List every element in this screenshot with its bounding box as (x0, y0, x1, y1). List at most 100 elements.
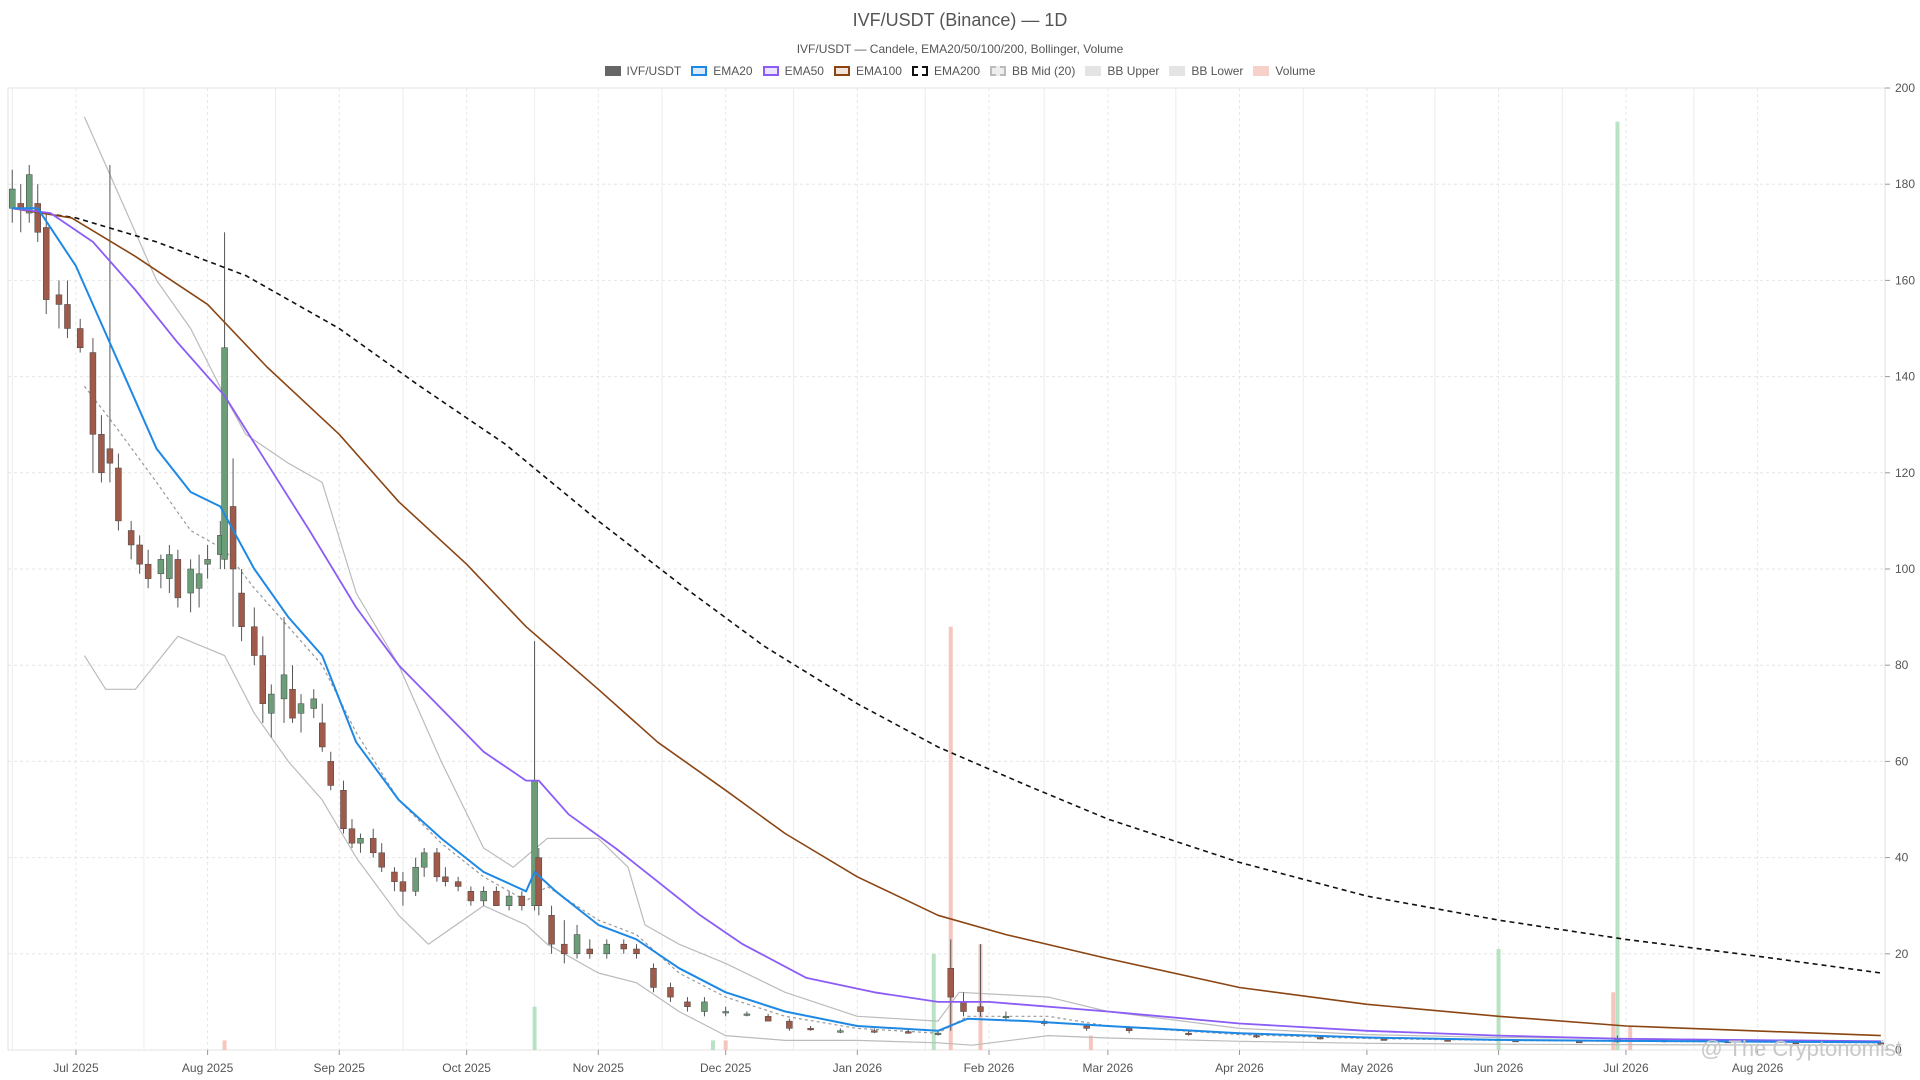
candle (327, 751, 334, 791)
candle-body (934, 1032, 942, 1035)
candle-body (106, 448, 114, 464)
legend-swatch (691, 66, 708, 76)
x-tick-label: Sep 2025 (314, 1061, 366, 1075)
candle-body (454, 881, 462, 887)
candle (26, 164, 33, 223)
candle-body (1576, 1041, 1583, 1044)
candle-body (442, 876, 449, 882)
candle (786, 1018, 793, 1031)
legend-item[interactable]: EMA200 (911, 64, 980, 78)
volume-bar (532, 1006, 537, 1050)
candle (467, 886, 475, 906)
candle-body (310, 698, 317, 709)
candle (586, 939, 594, 959)
y-tick-label: 180 (1895, 177, 1915, 191)
legend-swatch (1085, 66, 1102, 76)
candle-body (42, 227, 50, 300)
legend-item[interactable]: BB Upper (1085, 64, 1159, 78)
candle (667, 982, 674, 1002)
ema20-line (12, 207, 1881, 1044)
y-tick-label: 60 (1895, 754, 1909, 768)
candle-body (620, 943, 627, 950)
candle (650, 963, 657, 993)
candle-body (837, 1030, 844, 1033)
candle-body (76, 328, 84, 348)
y-tick-label: 80 (1895, 658, 1909, 672)
volume-bar (723, 1040, 728, 1050)
candle-body (1083, 1025, 1090, 1029)
candle (259, 636, 267, 723)
candle (1185, 1030, 1192, 1036)
candle (701, 997, 708, 1017)
x-tick-label: May 2026 (1341, 1061, 1394, 1075)
volume-bar (1615, 121, 1620, 1051)
legend-label: EMA50 (784, 64, 824, 78)
legend-item[interactable]: Volume (1253, 64, 1315, 78)
legend-item[interactable]: IVF/USDT (604, 64, 682, 78)
candle-body (297, 703, 305, 714)
candle (378, 843, 385, 873)
legend-swatch (762, 66, 779, 76)
x-tick-label: Dec 2025 (700, 1061, 752, 1075)
candle (573, 924, 581, 959)
bb-lower-line (83, 635, 1881, 1046)
legend-label: EMA200 (933, 64, 980, 78)
y-tick-label: 120 (1895, 466, 1915, 480)
candle-body (319, 722, 326, 748)
candle-body (701, 1001, 708, 1012)
legend-label: EMA20 (713, 64, 753, 78)
candle-body (340, 790, 347, 829)
candle (743, 1011, 751, 1017)
candle-body (280, 674, 288, 700)
legend-swatch (833, 66, 850, 76)
y-tick-label: 100 (1895, 562, 1915, 576)
candle (722, 1006, 729, 1017)
chart-subtitle: IVF/USDT — Candele, EMA20/50/100/200, Bo… (796, 42, 1124, 56)
candle (204, 544, 211, 579)
candle (357, 833, 364, 853)
legend-swatch (604, 66, 621, 76)
candle-body (518, 895, 526, 906)
candle (157, 554, 165, 589)
candle-body (195, 573, 203, 589)
candle-body (34, 203, 41, 233)
candle-body (586, 948, 594, 955)
candle (442, 867, 449, 887)
volume-bar (948, 626, 953, 1050)
candle (106, 164, 114, 483)
legend-item[interactable]: EMA50 (762, 64, 824, 78)
legend-item[interactable]: EMA100 (833, 64, 902, 78)
candle-body (977, 1006, 984, 1012)
volume-bar (1611, 992, 1616, 1050)
legend-item[interactable]: BB Lower (1169, 64, 1243, 78)
candle (977, 944, 984, 1017)
x-tick-label: Nov 2025 (573, 1061, 625, 1075)
legend-item[interactable]: EMA20 (691, 64, 753, 78)
legend-label: IVF/USDT (626, 64, 682, 78)
legend-item[interactable]: BB Mid (20) (990, 64, 1075, 78)
legend-swatch (990, 66, 1006, 76)
candle-body (412, 866, 419, 892)
candle-body (26, 174, 33, 214)
candle (807, 1025, 814, 1031)
candle (633, 944, 640, 959)
y-tick-label: 200 (1895, 81, 1915, 95)
candle-body (115, 467, 122, 522)
candle-body (420, 852, 428, 868)
candle (684, 997, 691, 1012)
candle-body (238, 592, 245, 627)
candle-body (667, 987, 674, 998)
candle-body (433, 852, 441, 878)
candle-body (1002, 1016, 1010, 1019)
candle (480, 886, 487, 906)
candle-body (144, 563, 152, 579)
legend-label: BB Lower (1191, 64, 1244, 78)
candle (42, 213, 50, 315)
legend-label: EMA100 (855, 64, 902, 78)
chart-legend: IVF/USDT EMA20 EMA50 EMA100 EMA200 BB Mid (20… (0, 64, 1920, 78)
candle-body (187, 568, 194, 594)
candle-body (871, 1030, 878, 1033)
candle-body (960, 1001, 967, 1012)
candle-body (89, 352, 97, 435)
